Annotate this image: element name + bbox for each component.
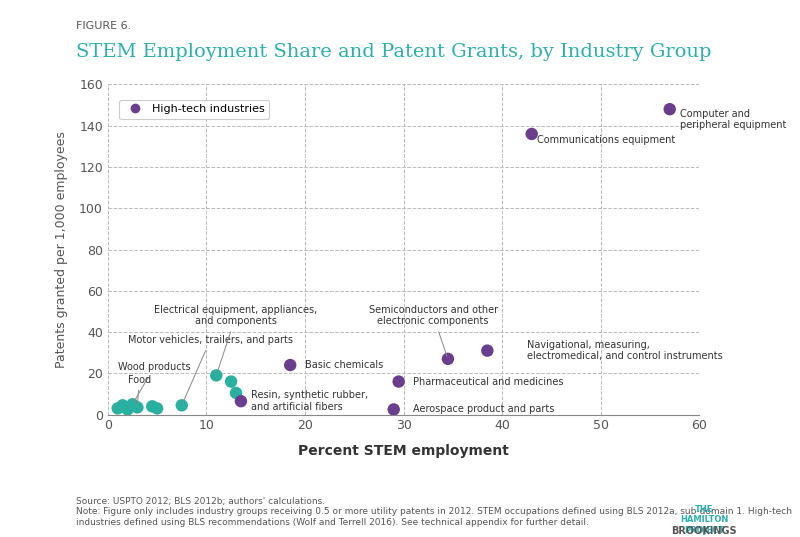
- Legend: High-tech industries: High-tech industries: [119, 100, 269, 119]
- Text: Resin, synthetic rubber,
and artificial fibers: Resin, synthetic rubber, and artificial …: [250, 390, 368, 412]
- Point: [126, 400, 139, 409]
- Text: Food: Food: [127, 374, 150, 404]
- Text: Wood products: Wood products: [118, 362, 190, 402]
- Text: Computer and
peripheral equipment: Computer and peripheral equipment: [679, 108, 786, 130]
- X-axis label: Percent STEM employment: Percent STEM employment: [298, 444, 509, 458]
- Point: [234, 397, 247, 405]
- Point: [131, 403, 144, 412]
- Point: [442, 354, 454, 363]
- Text: Semiconductors and other
electronic components: Semiconductors and other electronic comp…: [369, 304, 498, 356]
- Point: [481, 346, 494, 355]
- Point: [210, 371, 222, 380]
- Point: [392, 378, 405, 386]
- Point: [663, 105, 676, 113]
- Point: [284, 361, 297, 369]
- Point: [146, 402, 158, 411]
- Text: Pharmaceutical and medicines: Pharmaceutical and medicines: [414, 376, 564, 387]
- Point: [175, 401, 188, 410]
- Point: [387, 405, 400, 413]
- Text: Basic chemicals: Basic chemicals: [305, 360, 383, 370]
- Text: Motor vehicles, trailers, and parts: Motor vehicles, trailers, and parts: [127, 335, 293, 403]
- Point: [526, 129, 538, 138]
- Text: STEM Employment Share and Patent Grants, by Industry Group: STEM Employment Share and Patent Grants,…: [76, 43, 711, 61]
- Text: Source: USPTO 2012; BLS 2012b; authors' calculations.: Source: USPTO 2012; BLS 2012b; authors' …: [76, 497, 325, 506]
- Text: Communications equipment: Communications equipment: [537, 135, 675, 145]
- Text: Aerospace product and parts: Aerospace product and parts: [414, 404, 555, 415]
- Point: [116, 401, 129, 410]
- Point: [121, 405, 134, 413]
- Text: Note: Figure only includes industry groups receiving 0.5 or more utility patents: Note: Figure only includes industry grou…: [76, 507, 792, 527]
- Text: Electrical equipment, appliances,
and components: Electrical equipment, appliances, and co…: [154, 304, 318, 373]
- Point: [111, 404, 124, 413]
- Point: [230, 389, 242, 397]
- Text: BROOKINGS: BROOKINGS: [671, 526, 737, 536]
- Point: [150, 404, 163, 413]
- Text: Navigational, measuring,
electromedical, and control instruments: Navigational, measuring, electromedical,…: [526, 340, 722, 361]
- Y-axis label: Patents granted per 1,000 employees: Patents granted per 1,000 employees: [55, 131, 68, 368]
- Text: THE
HAMILTON
PROJECT: THE HAMILTON PROJECT: [680, 505, 728, 534]
- Text: FIGURE 6.: FIGURE 6.: [76, 21, 131, 32]
- Point: [225, 378, 238, 386]
